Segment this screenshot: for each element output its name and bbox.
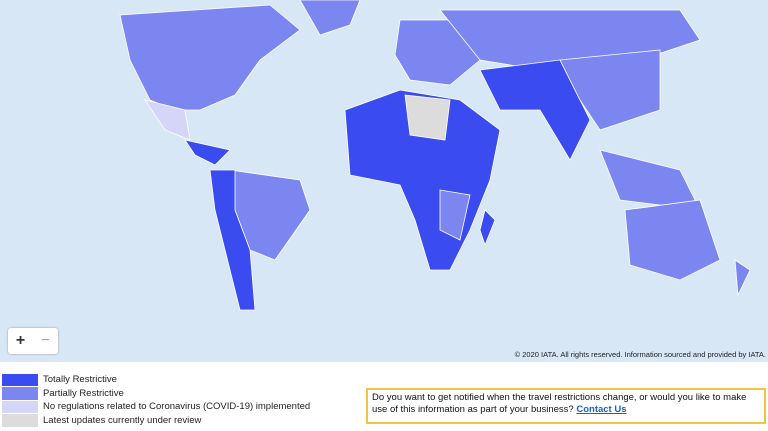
- legend-label: Totally Restrictive: [43, 374, 117, 386]
- legend-swatch: [2, 387, 38, 400]
- china: [559, 49, 661, 131]
- zoom-out[interactable]: −: [40, 332, 51, 349]
- contact-link[interactable]: Contact Us: [576, 404, 627, 415]
- east-africa: [439, 189, 471, 241]
- central-america: [184, 139, 231, 166]
- madagascar: [479, 209, 496, 247]
- legend-item: Latest updates currently under review: [2, 414, 310, 428]
- legend: Totally Restrictive Partially Restrictive…: [2, 373, 310, 427]
- legend-item: No regulations related to Coronavirus (C…: [2, 400, 310, 414]
- legend-swatch: [2, 373, 38, 386]
- notice-box: Do you want to get notified when the tra…: [366, 388, 766, 424]
- mexico: [144, 99, 191, 141]
- libya: [404, 94, 451, 141]
- legend-swatch: [2, 414, 38, 427]
- australia: [624, 199, 721, 281]
- west-south-america: [209, 169, 256, 311]
- legend-label: Partially Restrictive: [43, 387, 124, 399]
- new-zealand: [734, 259, 751, 297]
- legend-swatch: [2, 400, 38, 413]
- copyright: © 2020 IATA. All rights reserved. Inform…: [514, 350, 766, 359]
- world-map: [0, 0, 768, 362]
- legend-item: Totally Restrictive: [2, 373, 310, 387]
- legend-label: No regulations related to Coronavirus (C…: [43, 401, 311, 413]
- north-america: [119, 4, 301, 111]
- zoom-control: + −: [8, 328, 58, 354]
- zoom-in[interactable]: +: [15, 332, 26, 349]
- notice-text: Do you want to get notified when the tra…: [372, 392, 747, 415]
- greenland: [299, 0, 361, 36]
- legend-label: Latest updates currently under review: [43, 414, 202, 426]
- legend-item: Partially Restrictive: [2, 387, 310, 401]
